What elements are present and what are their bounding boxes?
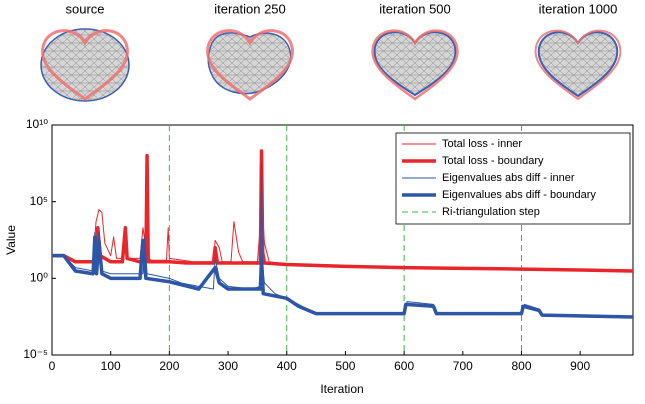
panel-image: [206, 29, 294, 101]
panel-caption: iteration 500: [379, 1, 451, 16]
legend-label: Eigenvalues abs diff - inner: [442, 172, 575, 184]
panel-image: [40, 28, 130, 102]
legend-label: Total loss - boundary: [442, 155, 544, 167]
x-tick-label: 300: [218, 359, 238, 373]
x-tick-label: 800: [511, 359, 531, 373]
panel-caption: iteration 1000: [539, 1, 618, 16]
x-axis-label: Iteration: [320, 382, 363, 396]
y-tick-label: 10⁵: [30, 194, 48, 208]
series-line: [52, 163, 634, 318]
plot-frame: [51, 124, 634, 356]
panel-image: [371, 29, 459, 101]
x-tick-label: 200: [159, 359, 179, 373]
x-tick-label: 500: [335, 359, 355, 373]
panel-caption: iteration 250: [214, 1, 286, 16]
y-tick-label: 10⁻⁵: [23, 347, 48, 361]
y-axis-label: Value: [4, 225, 18, 255]
x-tick-label: 700: [453, 359, 473, 373]
panel-image: [534, 29, 622, 100]
panel-caption: source: [65, 1, 104, 16]
x-tick-label: 100: [101, 359, 121, 373]
x-tick-label: 900: [570, 359, 590, 373]
y-tick-label: 10¹⁰: [26, 117, 48, 131]
legend-label: Total loss - inner: [442, 138, 522, 150]
series-line: [52, 205, 634, 272]
y-tick-label: 10⁰: [30, 271, 48, 285]
x-tick-label: 400: [277, 359, 297, 373]
legend-label: Ri-triangulation step: [442, 206, 540, 218]
x-tick-label: 0: [49, 359, 56, 373]
x-tick-label: 600: [394, 359, 414, 373]
legend-label: Eigenvalues abs diff - boundary: [442, 189, 596, 201]
series-line: [52, 235, 634, 319]
